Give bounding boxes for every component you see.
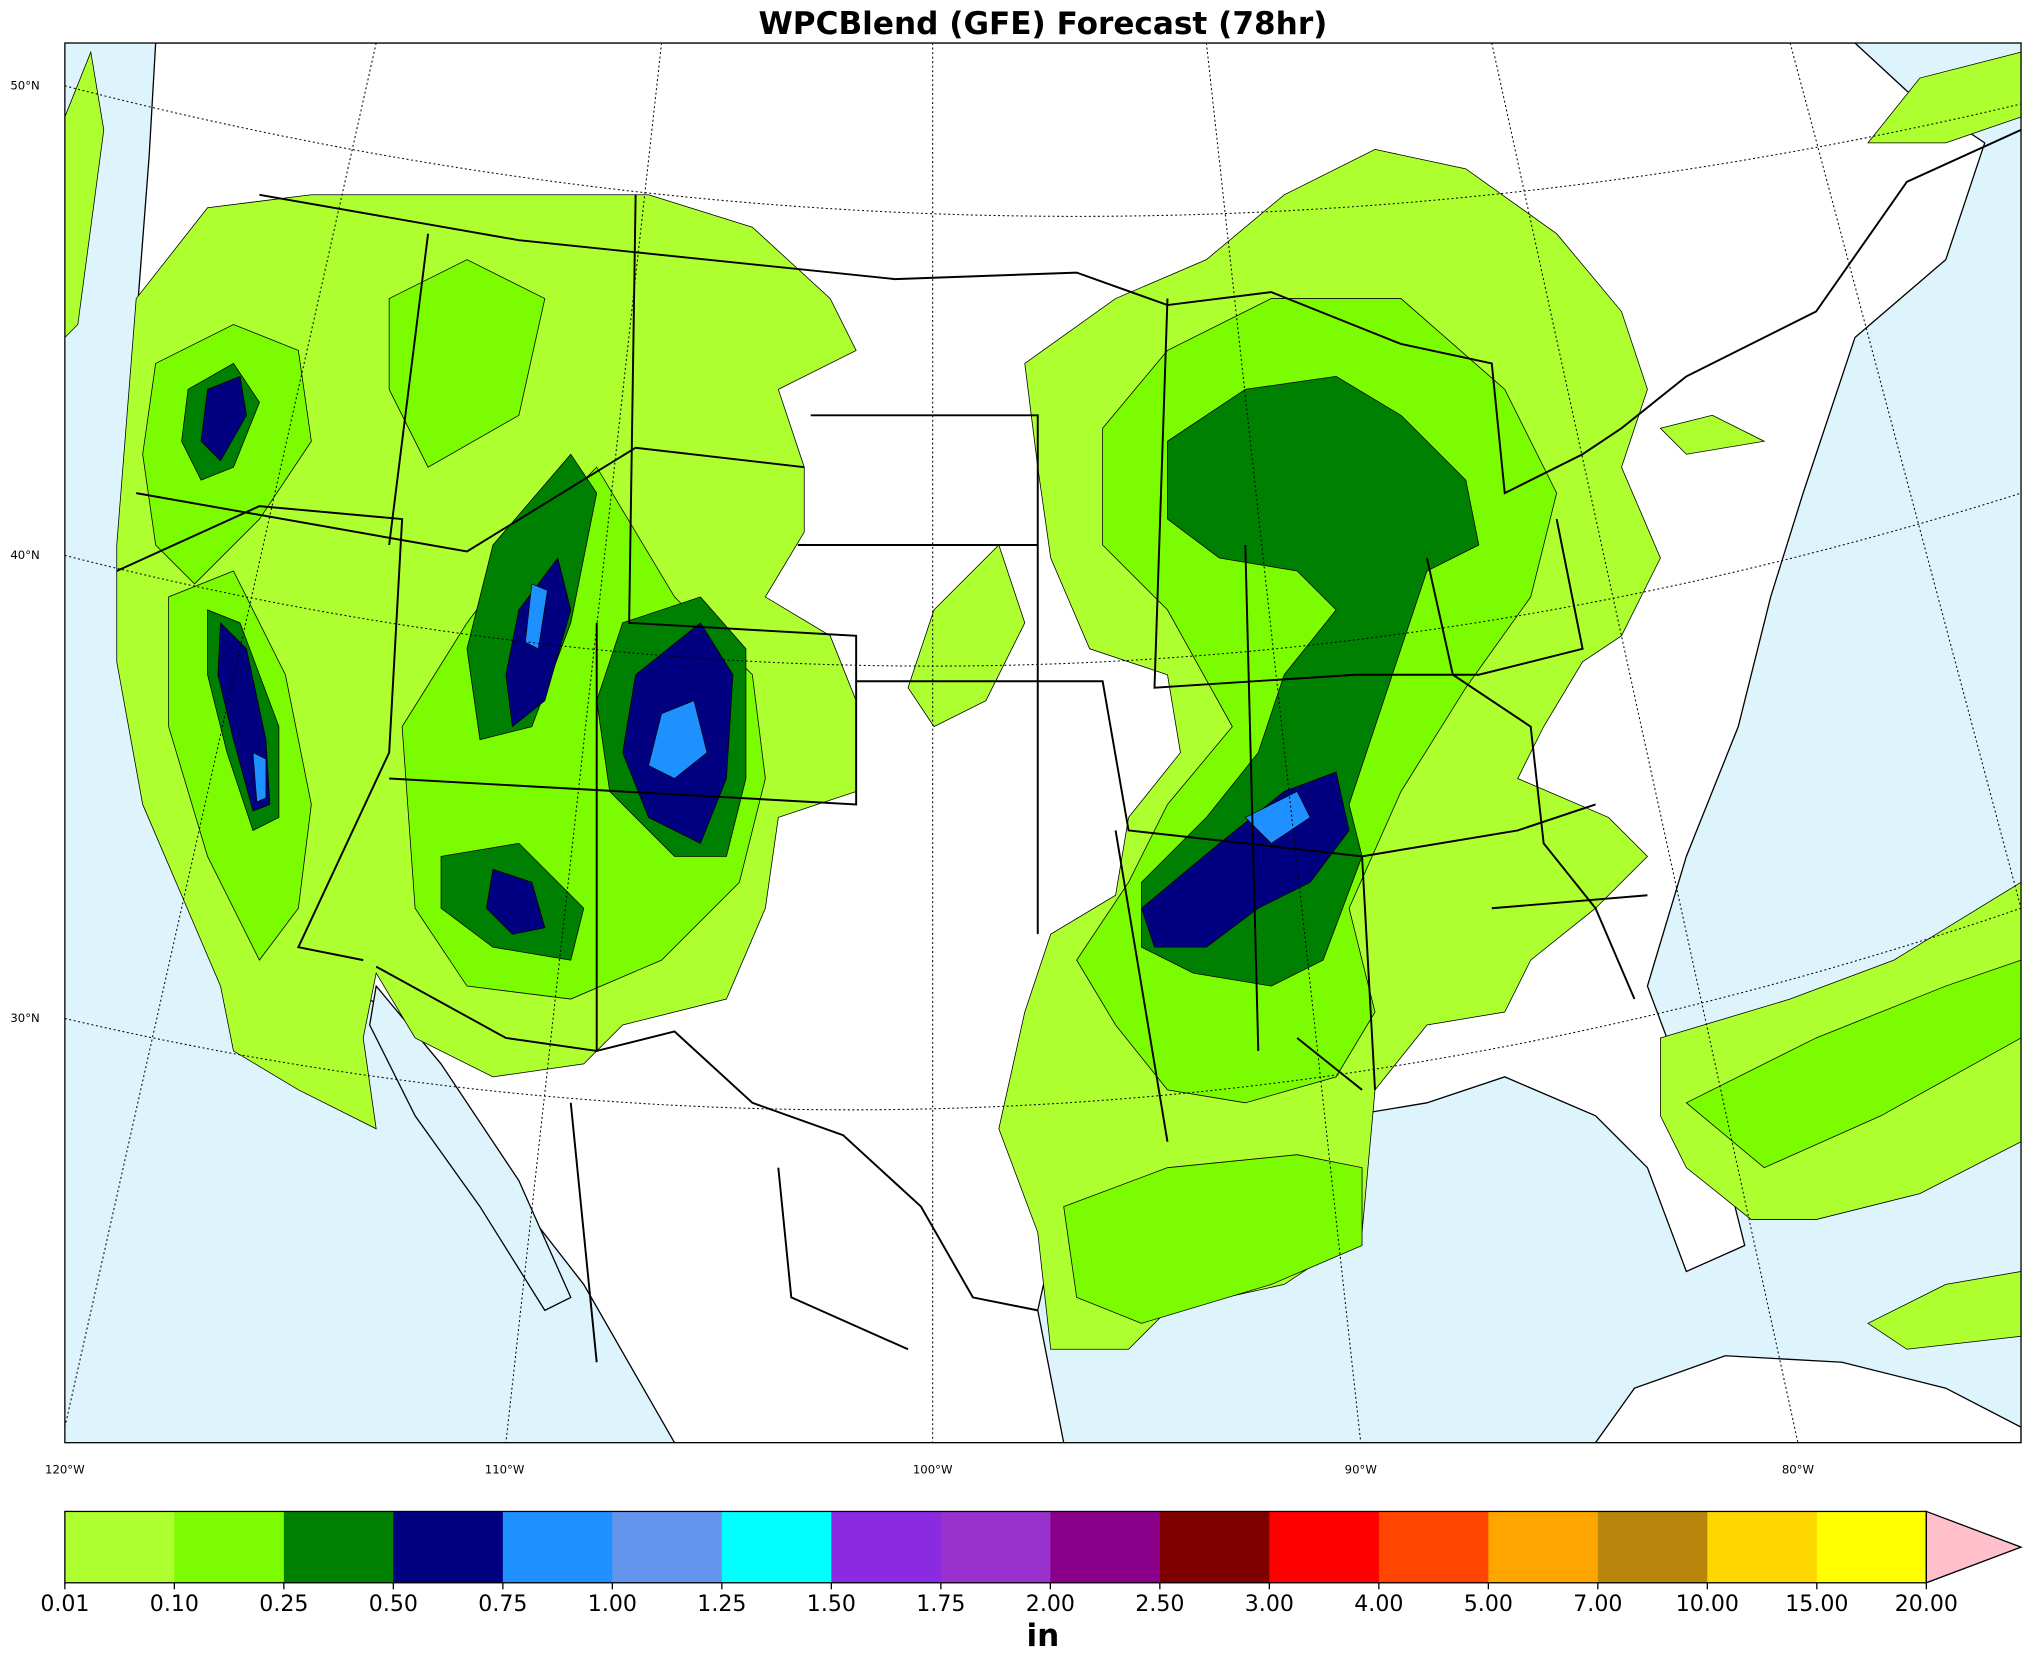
colorbar-tick-label: 10.00 — [1676, 1592, 1739, 1617]
colorbar-bin — [940, 1511, 1051, 1583]
colorbar-bin — [64, 1511, 176, 1583]
colorbar-tick-label: 0.50 — [369, 1592, 418, 1617]
colorbar-bin — [1816, 1511, 1927, 1583]
colorbar-tick-label: 20.00 — [1895, 1592, 1958, 1617]
colorbar-tick-label: 15.00 — [1785, 1592, 1848, 1617]
colorbar-label: in — [1027, 1618, 1060, 1654]
colorbar-tick-label: 0.25 — [259, 1592, 308, 1617]
lon-label: 110°W — [485, 1462, 525, 1476]
colorbar-bin — [1597, 1511, 1708, 1583]
gulf-of-california — [369, 984, 572, 1312]
lon-label: 120°W — [45, 1462, 85, 1476]
colorbar-bin — [502, 1511, 614, 1583]
colorbar-bin — [1707, 1511, 1818, 1583]
colorbar-bin — [393, 1511, 504, 1583]
colorbar-tick-label: 1.75 — [916, 1592, 965, 1617]
colorbar-extend — [1925, 1510, 2023, 1584]
colorbar-tick-label: 0.10 — [150, 1592, 199, 1617]
lat-label: 50°N — [10, 78, 39, 92]
cuba — [1594, 1355, 2022, 1443]
colorbar-tick-label: 1.50 — [807, 1592, 856, 1617]
colorbar-frame — [64, 1510, 1927, 1584]
colorbar-bin — [1378, 1511, 1489, 1583]
lat-label: 40°N — [10, 548, 39, 562]
lon-label: 80°W — [1782, 1462, 1815, 1476]
colorbar-tick-label: 0.75 — [478, 1592, 527, 1617]
colorbar-tick-label: 7.00 — [1573, 1592, 1622, 1617]
graticule — [64, 43, 2022, 1443]
colorbar-tick-label: 1.25 — [697, 1592, 746, 1617]
colorbar-bin — [1269, 1511, 1380, 1583]
lon-label: 100°W — [913, 1462, 953, 1476]
colorbar-tick-label: 3.00 — [1245, 1592, 1294, 1617]
colorbar-tick-label: 4.00 — [1354, 1592, 1403, 1617]
borders — [116, 129, 2022, 1363]
precip-extreme — [252, 583, 1311, 844]
colorbar-tick-label: 5.00 — [1464, 1592, 1513, 1617]
colorbar-tick-label: 2.50 — [1135, 1592, 1184, 1617]
colorbar-bin — [283, 1511, 395, 1583]
lon-label: 90°W — [1345, 1462, 1378, 1476]
title: WPCBlend (GFE) Forecast (78hr) — [758, 6, 1327, 42]
map-frame — [64, 42, 2022, 1444]
colorbar-bin — [1488, 1511, 1599, 1583]
colorbar-tick-label: 2.00 — [1026, 1592, 1075, 1617]
colorbar-bin — [831, 1511, 942, 1583]
colorbar-bin — [721, 1511, 832, 1583]
colorbar-bin — [174, 1511, 285, 1583]
colorbar-bin — [1159, 1511, 1270, 1583]
colorbar-bin — [612, 1511, 723, 1583]
map — [64, 43, 2022, 1443]
colorbar: 0.01 0.10 0.25 0.50 0.75 1.00 1.25 1.50 1.75 2.00… — [40, 1510, 2023, 1617]
lat-label: 30°N — [10, 1011, 39, 1025]
colorbar-tick-label: 1.00 — [588, 1592, 637, 1617]
colorbar-bin — [1050, 1511, 1161, 1583]
colorbar-tick-label: 0.01 — [40, 1592, 89, 1617]
